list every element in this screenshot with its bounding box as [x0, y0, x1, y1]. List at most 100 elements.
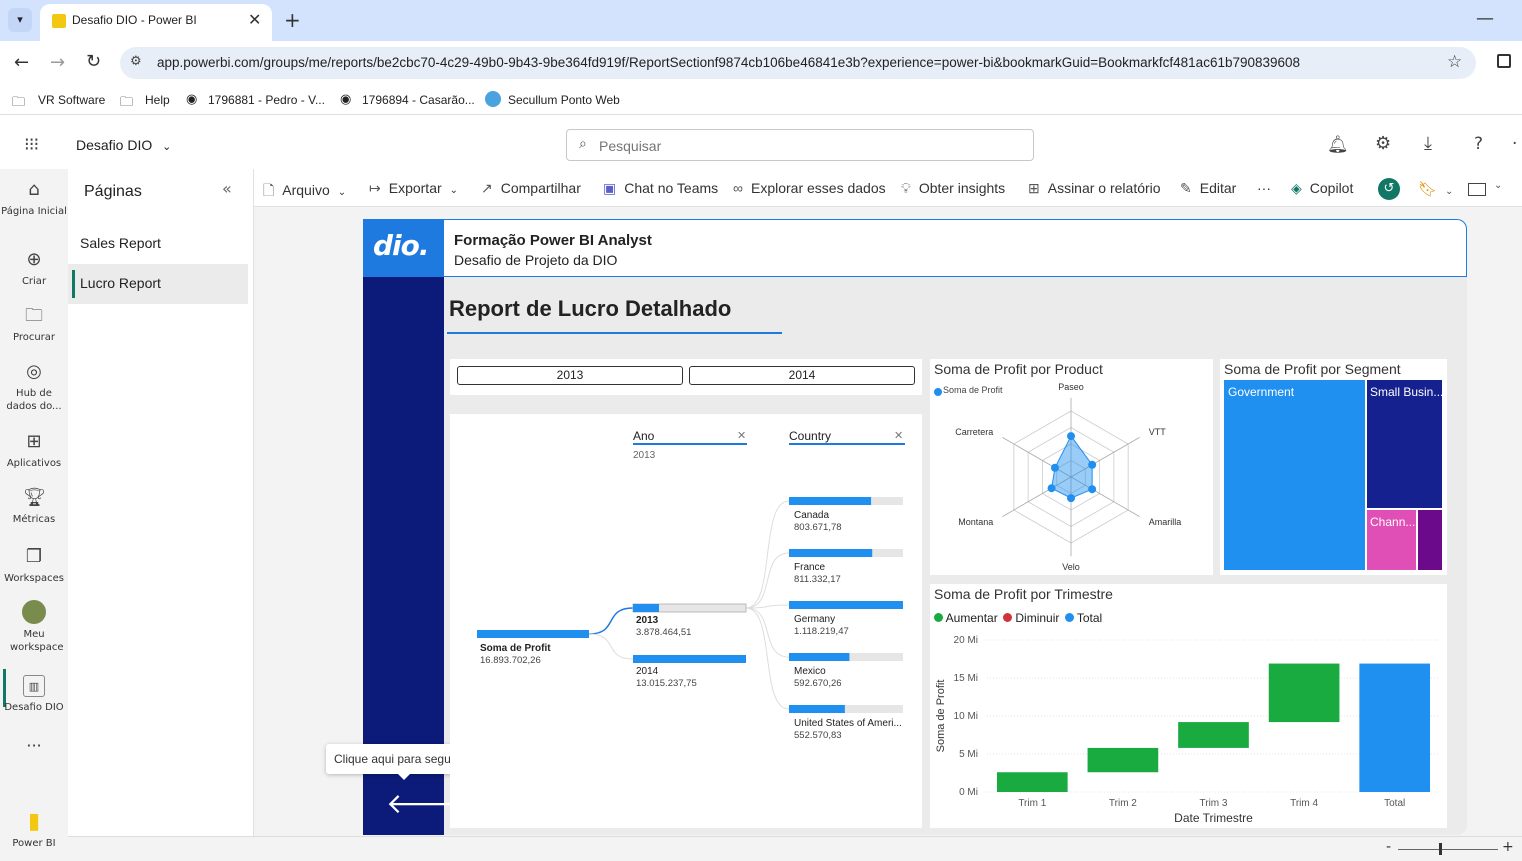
waterfall-title: Soma de Profit por Trimestre	[934, 586, 1113, 602]
bookmark-icon[interactable]: 🔖︎ ⌄	[1418, 180, 1454, 198]
reload-icon[interactable]: ↻	[86, 51, 102, 72]
filter-label: Ano	[633, 429, 655, 443]
bookmark-item[interactable]: 1796894 - Casarão...	[362, 93, 475, 107]
explore-data-button[interactable]: ∞ Explorar esses dados	[733, 180, 886, 196]
close-filter-icon[interactable]: ✕	[737, 429, 747, 442]
bookmark-item[interactable]: Help	[145, 93, 170, 107]
legend-dot	[934, 613, 943, 622]
tree-connector	[745, 500, 790, 609]
view-icon[interactable]	[1468, 183, 1486, 196]
file-label: Arquivo	[282, 182, 330, 198]
nav-data-hub[interactable]: ◎ Hub de dados do...	[0, 361, 68, 413]
bookmark-star-icon[interactable]: ☆	[1447, 52, 1463, 72]
nav-browse[interactable]: 🗀 Procurar	[0, 305, 68, 344]
forward-icon[interactable]: →	[50, 52, 66, 73]
chat-teams-button[interactable]: ▣ Chat no Teams	[603, 180, 718, 197]
radar-point	[1088, 485, 1097, 494]
waterfall-bar	[996, 772, 1068, 792]
nav-apps[interactable]: ⊞ Aplicativos	[0, 431, 68, 470]
share-label: Compartilhar	[500, 180, 581, 196]
tooltip-arrow	[396, 772, 412, 780]
year-value: 3.878.464,51	[636, 627, 691, 638]
share-button[interactable]: ↗ Compartilhar	[481, 180, 581, 197]
url-box[interactable]: ⚙ app.powerbi.com/groups/me/reports/be2c…	[120, 47, 1476, 79]
nav-label: Aplicativos	[6, 458, 62, 469]
treemap-tile-channel[interactable]: Chann...	[1367, 510, 1416, 570]
zoom-slider-thumb[interactable]	[1439, 843, 1442, 855]
tile-label: Small Busin...	[1370, 385, 1444, 399]
powerbi-logo-icon: ▮	[27, 809, 41, 834]
treemap-tile-government[interactable]: Government	[1224, 380, 1365, 570]
bookmark-item[interactable]: Secullum Ponto Web	[508, 93, 620, 107]
app-launcher-icon[interactable]: ⁝⁝⁝	[24, 134, 39, 155]
more-options-icon[interactable]: ·	[1512, 134, 1518, 154]
reset-icon[interactable]: ↺	[1378, 178, 1400, 200]
nav-powerbi[interactable]: ▮ Power BI	[0, 811, 68, 850]
nav-my-workspace[interactable]: Meu workspace	[0, 600, 68, 654]
nav-more-icon[interactable]: ···	[26, 736, 42, 755]
explore-label: Explorar esses dados	[750, 180, 886, 196]
search-input[interactable]	[599, 136, 1019, 156]
more-options-button[interactable]: ···	[1257, 180, 1271, 196]
close-tab-icon[interactable]: ✕	[248, 10, 262, 29]
browser-tab[interactable]: Desafio DIO - Power BI ✕	[40, 4, 272, 41]
bookmark-item[interactable]: VR Software	[38, 93, 106, 107]
zoom-slider-track[interactable]	[1398, 849, 1498, 850]
notifications-bell-icon[interactable]: 🔔︎	[1327, 135, 1349, 155]
country-value: 803.671,78	[794, 522, 842, 533]
minimize-icon[interactable]: —	[1476, 8, 1494, 29]
nav-create[interactable]: ⊕ Criar	[0, 249, 68, 288]
slicer-button-2014[interactable]: 2014	[689, 366, 915, 385]
slicer-button-2013[interactable]: 2013	[457, 366, 683, 385]
file-menu[interactable]: 🗋 Arquivo ⌄	[263, 180, 346, 204]
root-label: Soma de Profit	[480, 643, 551, 654]
new-tab-icon[interactable]: +	[284, 8, 301, 32]
x-tick-label: Trim 2	[1109, 798, 1137, 809]
filter-ano[interactable]: Ano ✕	[633, 429, 747, 445]
country-label: Mexico	[794, 666, 826, 677]
workspace-title[interactable]: Desafio DIO ⌄	[76, 137, 171, 153]
zoom-out-icon[interactable]: -	[1386, 839, 1392, 855]
side-panel-icon[interactable]	[1497, 54, 1511, 68]
page-item-lucro-report[interactable]: Lucro Report	[68, 264, 248, 304]
slicer-label: 2013	[556, 368, 584, 382]
edit-label: Editar	[1199, 180, 1237, 196]
download-icon[interactable]: ⤓	[1424, 133, 1432, 154]
export-menu[interactable]: ↦ Exportar ⌄	[369, 180, 458, 197]
treemap-tile-small-business[interactable]: Small Busin...	[1367, 380, 1444, 508]
nav-workspaces[interactable]: ❐ Workspaces	[0, 546, 68, 585]
zoom-in-icon[interactable]: +	[1502, 839, 1514, 855]
search-box[interactable]: ⌕	[566, 129, 1034, 161]
edit-button[interactable]: ✎ Editar	[1180, 180, 1236, 197]
chevron-down-icon[interactable]: ⌄	[1494, 180, 1503, 191]
back-icon[interactable]: ←	[14, 52, 30, 73]
plus-circle-icon: ⊕	[26, 249, 42, 270]
treemap-title: Soma de Profit por Segment	[1224, 361, 1401, 377]
radar-plot: Paseo VTT Amarilla Velo Montana Carretera	[955, 382, 1181, 572]
settings-gear-icon[interactable]: ⚙	[1375, 133, 1392, 154]
nav-label: Métricas	[12, 514, 56, 525]
nav-metrics[interactable]: 🏆︎ Métricas	[0, 487, 68, 526]
x-tick-label: Total	[1384, 798, 1405, 809]
nav-label: Criar	[21, 276, 47, 287]
get-insights-button[interactable]: 💡︎ Obter insights	[901, 180, 1005, 197]
nav-home[interactable]: ⌂ Página Inicial	[0, 179, 68, 218]
legend-dot	[1003, 613, 1013, 622]
copilot-button[interactable]: ◈ Copilot	[1291, 180, 1353, 197]
url-text[interactable]: app.powerbi.com/groups/me/reports/be2cbc…	[157, 55, 1301, 70]
site-settings-icon[interactable]: ⚙	[130, 54, 142, 69]
page-item-sales-report[interactable]: Sales Report	[68, 224, 248, 262]
treemap-tile-other[interactable]	[1418, 510, 1442, 570]
logo-text: dio.	[373, 229, 430, 262]
filter-country[interactable]: Country ✕	[789, 429, 905, 445]
nav-desafio-dio[interactable]: ▥ Desafio DIO	[0, 675, 68, 714]
pages-panel: Páginas « Sales Report Lucro Report	[68, 169, 254, 836]
back-arrow-button[interactable]: 🡐	[386, 787, 462, 820]
collapse-pages-icon[interactable]: «	[222, 179, 232, 198]
tab-list-chevron-icon[interactable]: ▾	[8, 8, 32, 32]
help-icon[interactable]: ?	[1474, 134, 1484, 154]
bookmark-item[interactable]: 1796881 - Pedro - V...	[208, 93, 325, 107]
close-filter-icon[interactable]: ✕	[894, 429, 904, 442]
subscribe-button[interactable]: ⊞ Assinar o relatório	[1028, 180, 1161, 197]
y-tick-label: 10 Mi	[954, 711, 978, 722]
